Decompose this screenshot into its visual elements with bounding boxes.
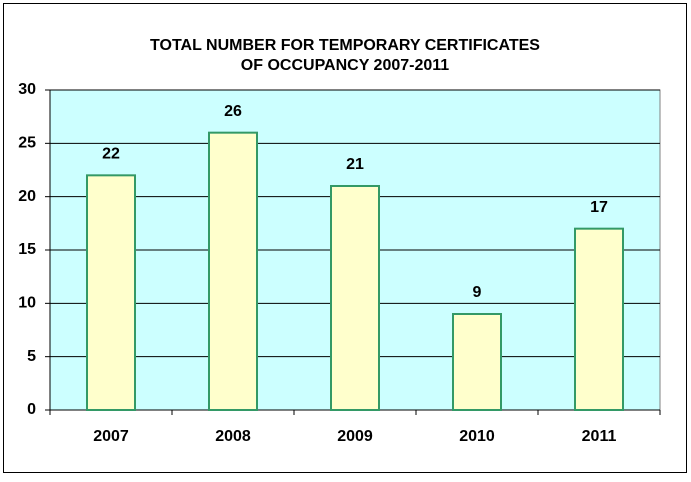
x-tick-label: 2008 <box>215 428 251 445</box>
bar <box>330 185 380 411</box>
x-tick-label: 2010 <box>459 428 495 445</box>
bar <box>452 313 502 411</box>
y-tick-label: 20 <box>18 188 36 205</box>
x-tick-label: 2007 <box>93 428 129 445</box>
y-tick-label: 15 <box>18 241 36 258</box>
x-tick-label: 2011 <box>582 428 617 445</box>
x-tick-label: 2009 <box>337 428 373 445</box>
data-label: 26 <box>224 103 242 120</box>
data-label: 9 <box>473 284 482 301</box>
data-label: 17 <box>590 199 608 216</box>
bar <box>86 174 136 411</box>
y-tick-label: 0 <box>27 401 36 418</box>
y-tick-label: 10 <box>18 295 36 312</box>
y-tick-label: 25 <box>18 135 36 152</box>
y-tick-label: 30 <box>18 81 36 98</box>
y-tick-label: 5 <box>27 348 36 365</box>
chart-title: OF OCCUPANCY 2007-2011 <box>241 57 449 74</box>
data-label: 21 <box>346 156 364 173</box>
bar <box>208 131 258 412</box>
chart-title: TOTAL NUMBER FOR TEMPORARY CERTIFICATES <box>150 37 540 54</box>
bar <box>574 227 624 411</box>
data-label: 22 <box>102 146 120 163</box>
